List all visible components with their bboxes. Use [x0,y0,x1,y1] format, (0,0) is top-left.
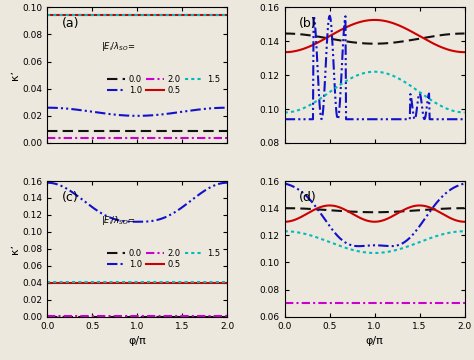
Y-axis label: κʼ: κʼ [9,244,19,254]
Text: (b): (b) [299,17,317,30]
X-axis label: φ/π: φ/π [366,336,383,346]
X-axis label: φ/π: φ/π [128,336,146,346]
Text: (d): (d) [299,190,317,203]
Legend: 0.0, 1.0, 2.0, 0.5, 1.5: 0.0, 1.0, 2.0, 0.5, 1.5 [104,246,223,272]
Text: (a): (a) [62,17,79,30]
Text: $|E_i/\lambda_{SO}$=: $|E_i/\lambda_{SO}$= [101,40,136,53]
Y-axis label: κʼ: κʼ [9,70,19,80]
Legend: 0.0, 1.0, 2.0, 0.5, 1.5: 0.0, 1.0, 2.0, 0.5, 1.5 [104,72,223,98]
Text: (c): (c) [62,190,79,203]
Text: $|E_i/\lambda_{SO}$=: $|E_i/\lambda_{SO}$= [101,213,136,226]
